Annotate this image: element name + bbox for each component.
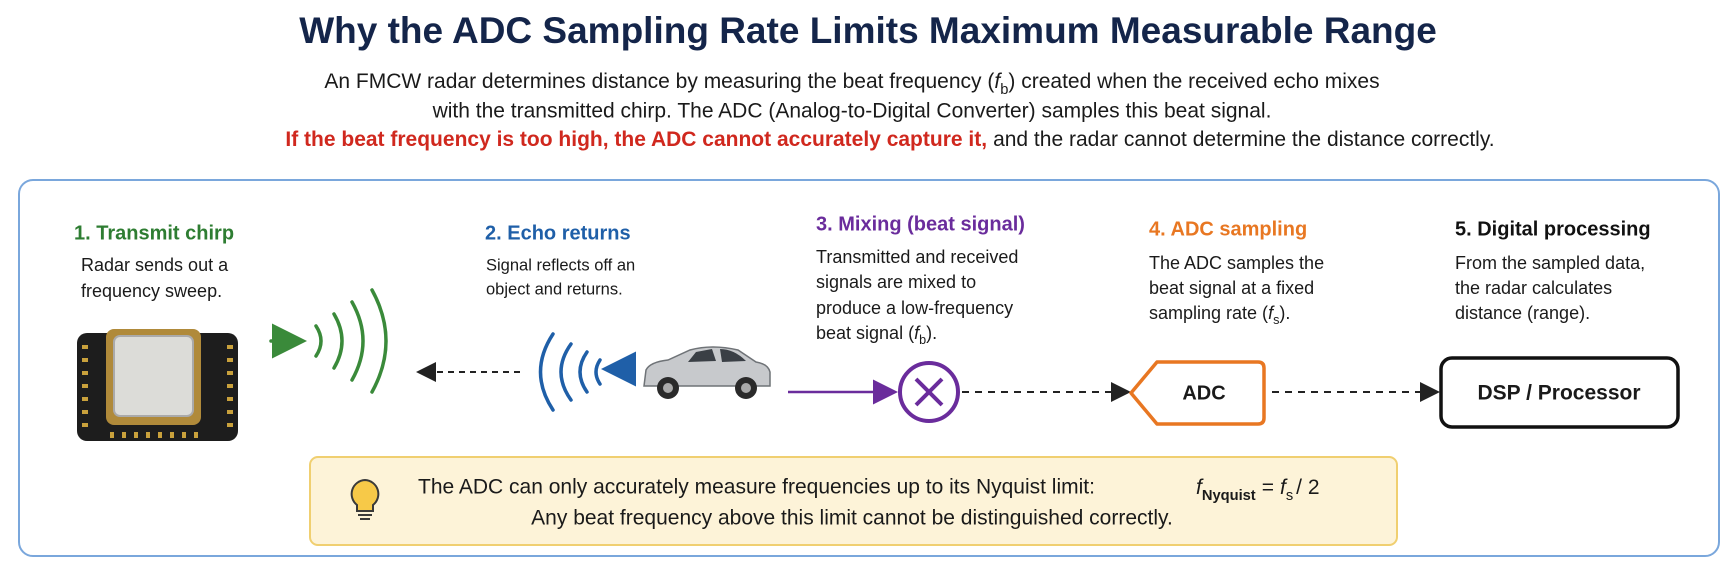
adc-label: ADC [1182,382,1225,404]
symbol: f [1268,303,1275,323]
symbol: f [914,323,921,343]
note-line: Any beat frequency above this limit cann… [531,507,1173,530]
text: and the radar cannot determine the dista… [993,128,1495,151]
step-text: Signal reflects off an [486,256,635,274]
symbol: f [994,70,1002,93]
note-line: The ADC can only accurately measure freq… [418,476,1095,499]
symbol: f [1280,476,1288,499]
intro-line: If the beat frequency is too high, the A… [285,128,1494,151]
formula: fNyquist = fs/ 2 [1196,476,1320,504]
note-box [309,456,1398,546]
step-title: 2. Echo returns [485,222,631,244]
step-text: beat signal (fb). [816,323,937,348]
text: sampling rate ( [1149,303,1268,323]
title: Why the ADC Sampling Rate Limits Maximum… [299,10,1437,51]
text: ). [926,323,937,343]
step-text: signals are mixed to [816,272,976,292]
mixer [898,361,960,423]
subscript: b [919,333,926,347]
text: / 2 [1296,476,1319,499]
step-text: produce a low-frequency [816,298,1013,318]
intro-line: An FMCW radar determines distance by mea… [324,70,1379,98]
dsp-label: DSP / Processor [1477,382,1640,405]
step-text: From the sampled data, [1455,253,1645,273]
step-text: sampling rate (fs). [1149,303,1290,328]
step-text: object and returns. [486,280,623,298]
intro-line: with the transmitted chirp. The ADC (Ana… [432,100,1272,123]
dsp-block [1439,356,1680,429]
warning: If the beat frequency is too high, the A… [285,128,987,151]
echo-waves [538,332,636,412]
step-1: 1. Transmit chirp Radar sends out a freq… [74,222,234,300]
bulb-icon [350,478,380,520]
radar-chip [77,329,238,441]
step-text: beat signal at a fixed [1149,278,1314,298]
step-text: Transmitted and received [816,247,1018,267]
subscript: s [1273,313,1279,327]
car [643,346,771,399]
text: ). [1279,303,1290,323]
operator: = [1262,476,1274,499]
subscript: Nyquist [1202,488,1256,504]
step-text: distance (range). [1455,303,1590,323]
step-title: 5. Digital processing [1455,218,1651,240]
subscript: s [1286,488,1293,504]
step-title: 3. Mixing (beat signal) [816,213,1025,235]
step-text: the radar calculates [1455,278,1612,298]
transmit-waves [269,288,388,394]
text: beat signal ( [816,323,914,343]
step-title: 4. ADC sampling [1149,218,1307,240]
subscript: b [1000,82,1008,98]
step-text: Radar sends out a [81,255,229,275]
step-4: 4. ADC sampling The ADC samples the beat… [1149,218,1324,327]
text: ) created when the received echo mixes [1008,70,1379,93]
symbol: f [1196,476,1204,499]
step-5: 5. Digital processing From the sampled d… [1455,218,1651,322]
step-text: The ADC samples the [1149,253,1324,273]
step-text: frequency sweep. [81,281,222,301]
adc-block [1129,360,1266,426]
text: An FMCW radar determines distance by mea… [324,70,994,93]
step-title: 1. Transmit chirp [74,222,234,244]
step-2: 2. Echo returns Signal reflects off an o… [485,222,635,298]
step-3: 3. Mixing (beat signal) Transmitted and … [816,213,1025,347]
